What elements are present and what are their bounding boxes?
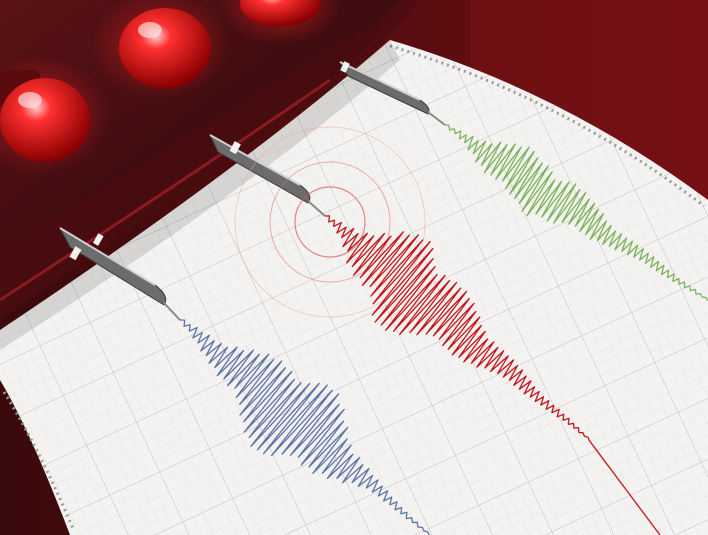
seismic-trace-green (444, 124, 708, 301)
pen-arm-middle (208, 133, 326, 217)
pen-arm-top (338, 60, 446, 126)
lamp-icon (240, 0, 320, 26)
lamp-icon (119, 8, 211, 88)
machine-housing (0, 0, 420, 320)
pen-arm-bottom (58, 226, 181, 321)
seismic-trace-red (324, 215, 661, 535)
pen-arms (58, 60, 446, 321)
perforation-left (2, 391, 76, 532)
seismic-trace-blue (179, 319, 430, 535)
epicenter-rings (234, 126, 426, 318)
indicator-lamps (0, 0, 340, 175)
lamp-icon (0, 70, 90, 162)
seismic-traces (179, 124, 708, 535)
perforation-top (389, 44, 705, 208)
